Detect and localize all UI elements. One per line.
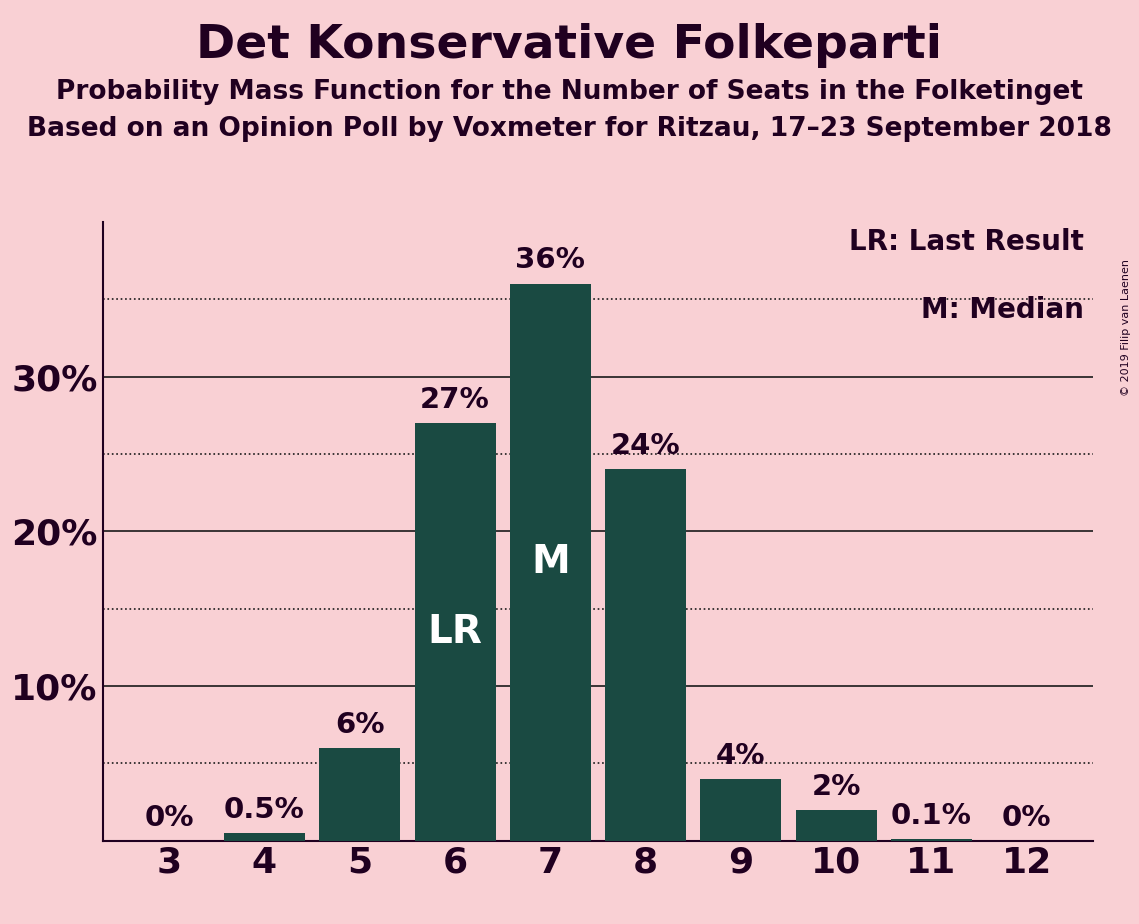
Bar bbox=[796, 809, 877, 841]
Text: 4%: 4% bbox=[716, 742, 765, 770]
Bar bbox=[605, 469, 686, 841]
Text: Based on an Opinion Poll by Voxmeter for Ritzau, 17–23 September 2018: Based on an Opinion Poll by Voxmeter for… bbox=[27, 116, 1112, 141]
Bar bbox=[319, 748, 400, 841]
Text: 0%: 0% bbox=[1002, 804, 1051, 832]
Text: Probability Mass Function for the Number of Seats in the Folketinget: Probability Mass Function for the Number… bbox=[56, 79, 1083, 104]
Text: 2%: 2% bbox=[811, 772, 861, 800]
Bar bbox=[224, 833, 305, 841]
Text: M: Median: M: Median bbox=[920, 296, 1083, 324]
Text: © 2019 Filip van Laenen: © 2019 Filip van Laenen bbox=[1121, 259, 1131, 395]
Text: 27%: 27% bbox=[420, 385, 490, 414]
Text: 0%: 0% bbox=[145, 804, 194, 832]
Text: 0.1%: 0.1% bbox=[891, 802, 972, 830]
Text: Det Konservative Folkeparti: Det Konservative Folkeparti bbox=[197, 23, 942, 68]
Text: M: M bbox=[531, 543, 570, 581]
Text: LR: Last Result: LR: Last Result bbox=[849, 228, 1083, 256]
Bar bbox=[700, 779, 781, 841]
Text: LR: LR bbox=[427, 613, 483, 650]
Bar bbox=[891, 839, 972, 841]
Bar bbox=[415, 423, 495, 841]
Text: 24%: 24% bbox=[611, 432, 680, 460]
Text: 6%: 6% bbox=[335, 711, 385, 738]
Text: 36%: 36% bbox=[515, 247, 585, 274]
Bar bbox=[510, 284, 591, 841]
Text: 0.5%: 0.5% bbox=[224, 796, 305, 824]
